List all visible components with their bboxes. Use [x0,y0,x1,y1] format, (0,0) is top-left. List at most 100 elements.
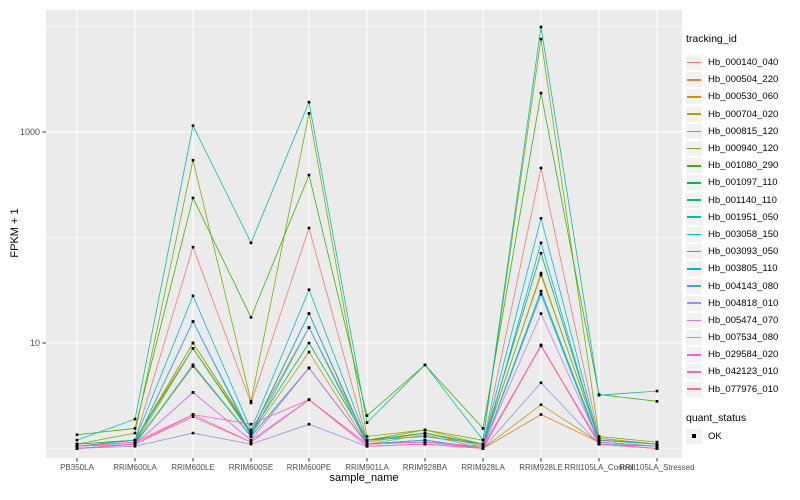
data-point [423,428,427,432]
data-point [365,440,369,444]
data-point [249,438,253,442]
data-point [307,422,311,426]
legend-key-line [687,233,701,236]
legend-item: Hb_001140_110 [686,192,778,209]
data-point [307,366,311,370]
data-point [249,401,253,405]
legend-item-label: Hb_042123_010 [708,366,779,378]
legend-key [686,244,702,260]
data-point [307,341,311,345]
legend-item-label: Hb_001951_050 [708,211,779,223]
legend-key-line [687,164,701,167]
legend-item-label: Hb_001080_290 [708,160,779,172]
x-tick-label: RRIM600SE [229,463,273,472]
legend-item-label: Hb_000704_020 [708,108,779,120]
quant-legend-items: OK [686,428,778,445]
legend-key-line [687,302,701,305]
legend-item: Hb_000504_220 [686,71,778,88]
legend-item: Hb_001097_110 [686,174,778,191]
data-point [307,312,311,315]
legend-title-tracking-id: tracking_id [686,33,737,45]
data-point [191,363,195,367]
legend-item-label: Hb_000940_120 [708,143,779,155]
data-point [423,438,427,442]
data-point [423,442,427,446]
point-marker-icon [692,434,696,439]
data-point [423,433,427,437]
data-point [307,226,311,230]
legend-key-line [687,319,701,322]
data-point [597,435,601,438]
data-point [75,447,79,450]
legend-key-line [687,268,701,270]
legend-item-label: Hb_000504_220 [708,74,779,86]
data-point [191,196,195,200]
data-point [655,442,659,446]
data-point [365,442,369,446]
data-point [539,413,543,416]
data-point [481,438,485,442]
quant-legend-item: OK [686,428,778,445]
data-point [307,173,311,177]
y-tick-label: 10 [30,338,40,348]
legend-item-label: Hb_004818_010 [708,297,779,309]
legend-item-label: Hb_003093_050 [708,246,779,258]
legend-item: Hb_077976_010 [686,381,778,398]
x-tick-label: RRIM928LE [519,463,563,472]
data-point [539,271,543,275]
data-point [307,100,311,104]
data-point [249,433,253,437]
data-point [191,365,195,368]
legend-key-line [687,336,701,339]
data-point [307,112,311,115]
data-point [539,91,543,95]
data-point [307,326,311,329]
legend-key-line [687,130,701,133]
plot-panel [46,10,682,458]
data-point [191,158,195,162]
legend-item: Hb_007534_080 [686,329,778,346]
legend-item-label: Hb_001097_110 [708,177,778,189]
data-point [133,440,137,444]
data-point [307,398,311,402]
data-point [423,440,427,444]
legend-item-label: Hb_001140_110 [708,194,777,206]
data-point [191,124,195,127]
legend-key [686,312,702,328]
data-point [191,413,195,416]
legend-item: Hb_004818_010 [686,295,778,312]
legend-key [686,123,702,139]
data-point [133,417,137,421]
data-point [249,428,253,432]
legend-item: Hb_042123_010 [686,363,778,380]
legend-key [686,72,702,88]
x-tick-label: RRIM600PE [287,463,331,472]
legend-key-line [687,250,701,253]
data-point [365,421,369,424]
legend-panel: tracking_id Hb_000140_040 Hb_000504_220 Hb… [686,33,778,445]
data-point [539,217,543,220]
data-point [365,414,369,417]
legend-key [686,295,702,311]
x-axis-title: sample_name [329,472,399,484]
legend-key [686,175,702,191]
legend-item: Hb_003093_050 [686,243,778,260]
data-point [539,166,543,170]
data-point [307,350,311,354]
legend-item: Hb_001080_290 [686,157,778,174]
legend-key [686,55,702,71]
data-point [539,381,543,385]
legend-item-label: Hb_000815_120 [708,125,779,137]
data-point [365,438,369,442]
data-point [655,389,659,393]
legend-item: Hb_003805_110 [686,260,778,277]
legend-key [686,381,702,397]
data-point [307,288,311,292]
data-point [539,292,543,296]
data-point [249,400,253,403]
legend-item-label: Hb_007534_080 [708,332,779,344]
data-point [597,438,601,442]
data-point [539,312,543,315]
legend-key [686,278,702,294]
